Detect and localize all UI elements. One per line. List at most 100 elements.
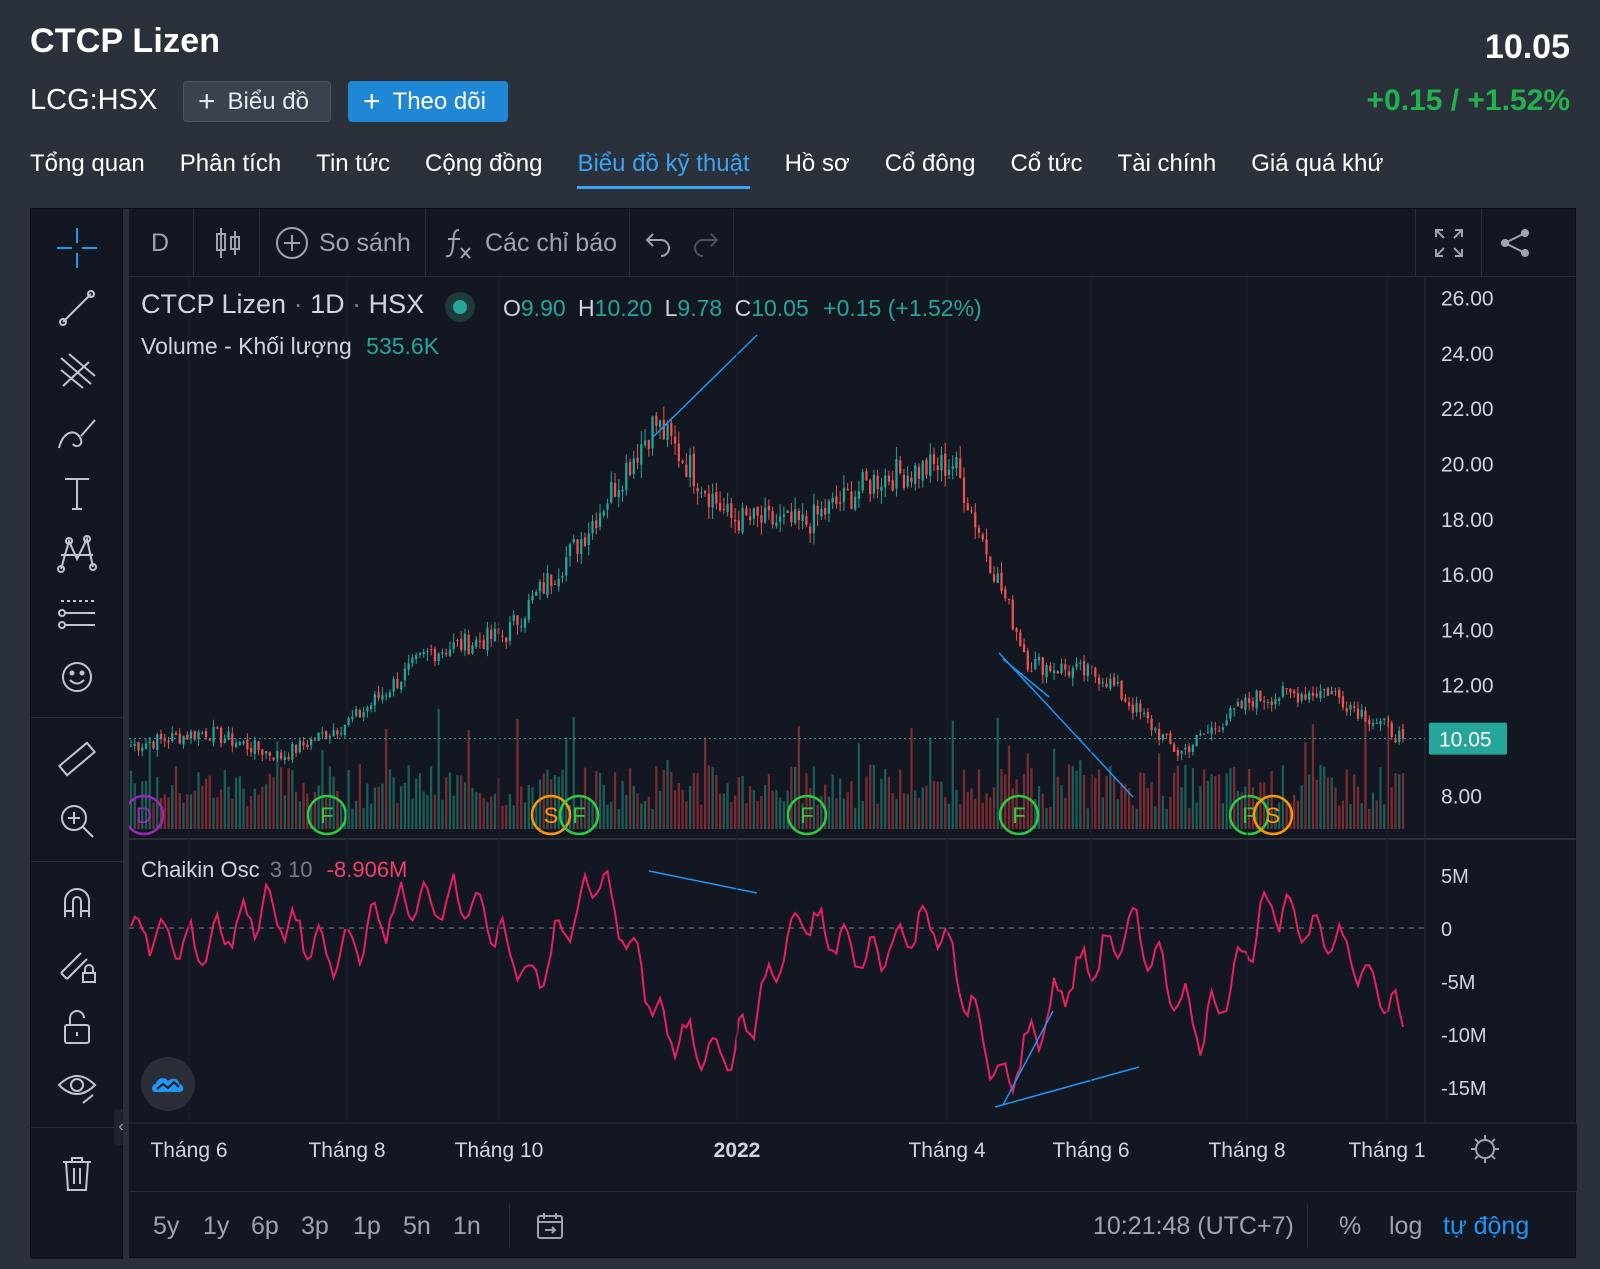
share-icon[interactable] [1499, 209, 1531, 277]
settings-gear-icon[interactable] [1475, 1139, 1495, 1159]
candle-body [955, 457, 958, 469]
volume-bar [490, 796, 493, 829]
volume-bar [606, 804, 609, 829]
volume-bar [658, 790, 662, 829]
redo-icon[interactable] [691, 209, 721, 277]
interval-button[interactable]: D [151, 209, 169, 277]
event-marker [786, 794, 828, 836]
tab-7[interactable]: Cổ tức [1010, 150, 1083, 177]
tab-2[interactable]: Tin tức [316, 150, 391, 177]
volume-bar [1150, 782, 1153, 829]
volume-bar [1398, 774, 1401, 829]
ruler-icon[interactable] [51, 733, 103, 785]
compare-button[interactable]: So sánh [275, 209, 411, 277]
add-chart-button[interactable]: + Biểu đồ [183, 81, 331, 122]
candle-body [977, 527, 981, 533]
candle-body [302, 742, 305, 746]
range-button-3p[interactable]: 3p [301, 1211, 329, 1240]
unlock-icon[interactable] [51, 1001, 103, 1053]
tab-6[interactable]: Cổ đông [884, 150, 976, 177]
tab-4[interactable]: Biểu đồ kỹ thuật [577, 150, 750, 189]
candle-body [775, 522, 778, 527]
undo-icon[interactable] [643, 209, 673, 277]
candle-body [647, 439, 650, 449]
volume-bar [1101, 797, 1104, 829]
range-button-1y[interactable]: 1y [203, 1211, 230, 1240]
volume-bar [216, 797, 219, 829]
volume-bar [478, 792, 482, 829]
volume-bar [914, 790, 917, 829]
volume-bar [767, 773, 771, 829]
volume-bar [617, 808, 620, 829]
range-button-1p[interactable]: 1p [353, 1211, 381, 1240]
candle-body [471, 645, 474, 654]
tab-1[interactable]: Phân tích [179, 150, 282, 177]
volume-bar [827, 796, 831, 829]
calendar-icon[interactable] [535, 1192, 565, 1260]
candle-body [842, 487, 846, 502]
market-status-icon[interactable] [445, 292, 475, 322]
osc-axis-label: -5M [1441, 972, 1475, 994]
cloud-logo-icon[interactable] [141, 1057, 195, 1111]
candle-body [467, 634, 470, 655]
log-scale-button[interactable]: log [1389, 1192, 1422, 1260]
candle-body [246, 739, 249, 750]
fullscreen-icon[interactable] [1433, 209, 1465, 277]
price-chart-svg[interactable]: 26.00 24.00 22.00 20.00 18.00 16.00 14.00 12.00… [129, 277, 1577, 1191]
volume-bar [141, 781, 144, 829]
candle-body [1341, 696, 1345, 708]
tab-0[interactable]: Tổng quan [30, 150, 145, 177]
candle-body [576, 539, 579, 555]
volume-bar [370, 803, 373, 829]
lock-drawing-icon[interactable] [51, 939, 103, 991]
candle-body [422, 652, 425, 655]
trend-line-icon[interactable] [51, 282, 103, 334]
follow-button[interactable]: + Theo dõi [348, 81, 508, 122]
auto-scale-button[interactable]: tự động [1443, 1192, 1529, 1260]
indicators-button[interactable]: Các chỉ báo [443, 209, 617, 277]
magnet-icon[interactable] [51, 877, 103, 929]
range-button-5y[interactable]: 5y [153, 1211, 180, 1240]
trend-line [998, 652, 1134, 798]
percent-scale-button[interactable]: % [1339, 1192, 1361, 1260]
pitchfork-icon[interactable] [51, 344, 103, 396]
trash-icon[interactable] [51, 1147, 103, 1199]
range-button-6p[interactable]: 6p [251, 1211, 279, 1240]
candle-body [204, 731, 208, 738]
candle-body [1386, 717, 1390, 723]
pattern-icon[interactable] [51, 527, 103, 579]
volume-bar [1060, 784, 1063, 829]
crosshair-icon[interactable] [51, 222, 103, 274]
candle-body [1086, 664, 1089, 677]
volume-bar [700, 804, 703, 829]
volume-bar [358, 764, 362, 829]
candle-body [441, 652, 444, 654]
zoom-in-icon[interactable] [51, 795, 103, 847]
brush-icon[interactable] [51, 406, 103, 458]
volume-bar [771, 790, 774, 829]
tab-8[interactable]: Tài chính [1117, 150, 1217, 177]
candle-body [1187, 746, 1191, 753]
volume-bar [133, 783, 136, 829]
text-tool-icon[interactable] [51, 467, 103, 519]
volume-bar [955, 789, 958, 829]
volume-bar [884, 769, 887, 829]
fib-levels-icon[interactable] [51, 589, 103, 641]
volume-bar [917, 797, 921, 829]
volume-bar [137, 808, 140, 829]
candles-icon[interactable] [213, 209, 243, 277]
range-button-5n[interactable]: 5n [403, 1211, 431, 1240]
tab-3[interactable]: Cộng đồng [425, 150, 543, 177]
candle-body [460, 639, 463, 650]
eye-icon[interactable] [51, 1061, 103, 1113]
trend-line [1002, 658, 1050, 698]
plot-area[interactable]: 26.00 24.00 22.00 20.00 18.00 16.00 14.00 12.00… [129, 277, 1577, 1259]
emoji-icon[interactable] [51, 651, 103, 703]
volume-bar [809, 787, 812, 829]
candle-body [947, 469, 951, 475]
range-button-1n[interactable]: 1n [453, 1211, 481, 1240]
volume-bar [328, 766, 331, 829]
tab-9[interactable]: Giá quá khứ [1251, 150, 1384, 177]
tab-5[interactable]: Hồ sơ [784, 150, 850, 177]
volume-bar [1270, 771, 1273, 829]
